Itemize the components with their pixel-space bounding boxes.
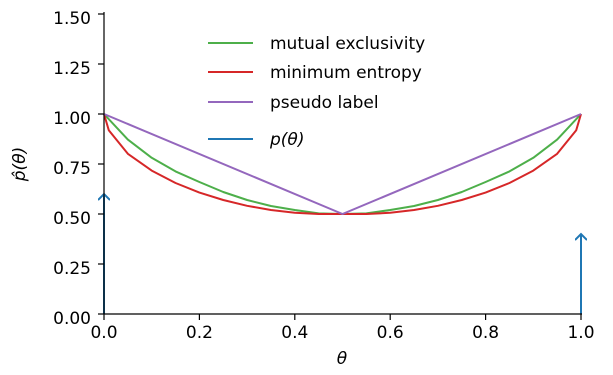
x-tick-label: 0.2	[186, 323, 213, 343]
legend-label-minimum-entropy: minimum entropy	[270, 63, 422, 83]
y-tick-marks	[98, 13, 104, 315]
legend: mutual exclusivity minimum entropy pseud…	[208, 34, 425, 150]
legend-label-p-theta: p(θ)	[269, 130, 304, 150]
y-tick-label: 1.00	[53, 109, 91, 129]
x-tick-label: 0.6	[377, 323, 404, 343]
x-tick-label: 0.8	[472, 323, 499, 343]
x-tick-label: 0.4	[281, 323, 308, 343]
x-tick-label: 1.0	[567, 323, 594, 343]
x-axis-label: θ	[337, 349, 348, 369]
y-axis-label: p̂(θ)	[10, 147, 30, 182]
series-line-minimum-entropy	[103, 113, 582, 215]
series-line-mutual-exclusivity	[103, 113, 582, 215]
series-line-pseudo-label	[103, 113, 582, 215]
arrow-layer	[104, 194, 581, 314]
y-tick-label: 0.50	[53, 209, 91, 229]
legend-label-mutual-exclusivity: mutual exclusivity	[270, 34, 425, 54]
y-tick-label: 0.75	[53, 159, 91, 179]
y-tick-label: 1.25	[53, 59, 91, 79]
x-tick-label: 0.0	[90, 323, 117, 343]
y-tick-label: 1.50	[53, 9, 91, 29]
x-tick-marks	[103, 314, 582, 320]
series-layer	[103, 113, 582, 215]
y-tick-label: 0.25	[53, 259, 91, 279]
y-tick-label: 0.00	[53, 309, 91, 329]
legend-label-pseudo-label: pseudo label	[270, 93, 379, 113]
